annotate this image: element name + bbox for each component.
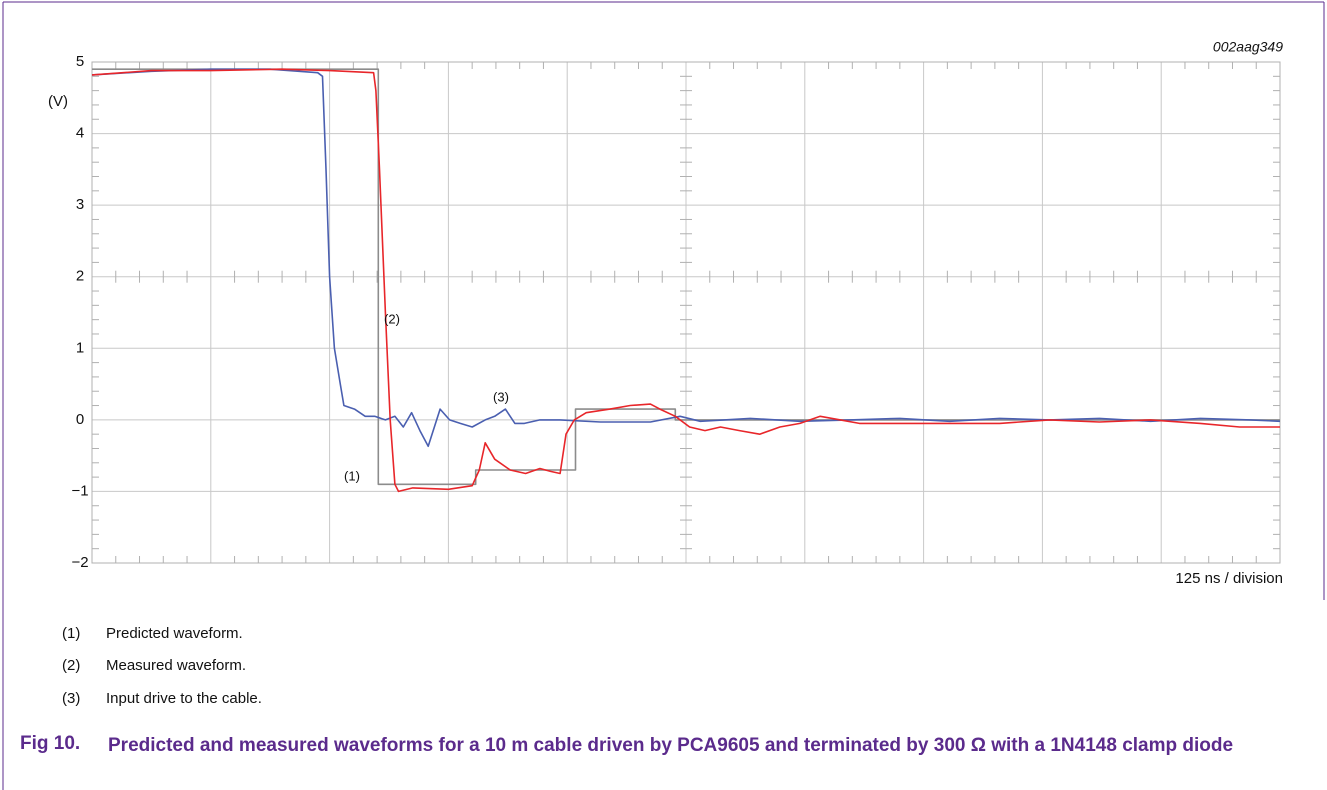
note-text: Measured waveform. bbox=[106, 657, 247, 674]
plot-frame bbox=[91, 61, 1281, 564]
y-tick-label: 1 bbox=[76, 339, 84, 356]
y-tick-label: 4 bbox=[76, 125, 84, 142]
note-number: (2) bbox=[62, 657, 81, 674]
x-axis-label: 125 ns / division bbox=[1175, 570, 1283, 587]
annotation: (1) bbox=[344, 468, 360, 483]
annotation: (2) bbox=[384, 311, 400, 326]
caption-text: Predicted and measured waveforms for a 1… bbox=[108, 735, 1234, 756]
figure-id: 002aag349 bbox=[1213, 39, 1283, 55]
annotation: (3) bbox=[493, 389, 509, 404]
y-tick-label: 5 bbox=[76, 53, 84, 70]
y-tick-label: 0 bbox=[76, 411, 84, 428]
note-number: (1) bbox=[62, 625, 81, 642]
y-tick-label: −1 bbox=[71, 482, 88, 499]
y-tick-label: 2 bbox=[76, 268, 84, 285]
caption-number: Fig 10. bbox=[20, 733, 81, 754]
waveform bbox=[91, 68, 1280, 493]
y-tick-label: 3 bbox=[76, 196, 84, 213]
note-number: (3) bbox=[62, 690, 81, 707]
note-text: Predicted waveform. bbox=[106, 625, 243, 642]
y-axis-label: (V) bbox=[48, 93, 68, 110]
waveform bbox=[91, 68, 1281, 448]
waveform bbox=[92, 68, 1280, 486]
y-tick-label: −2 bbox=[71, 554, 88, 571]
note-text: Input drive to the cable. bbox=[106, 690, 262, 707]
